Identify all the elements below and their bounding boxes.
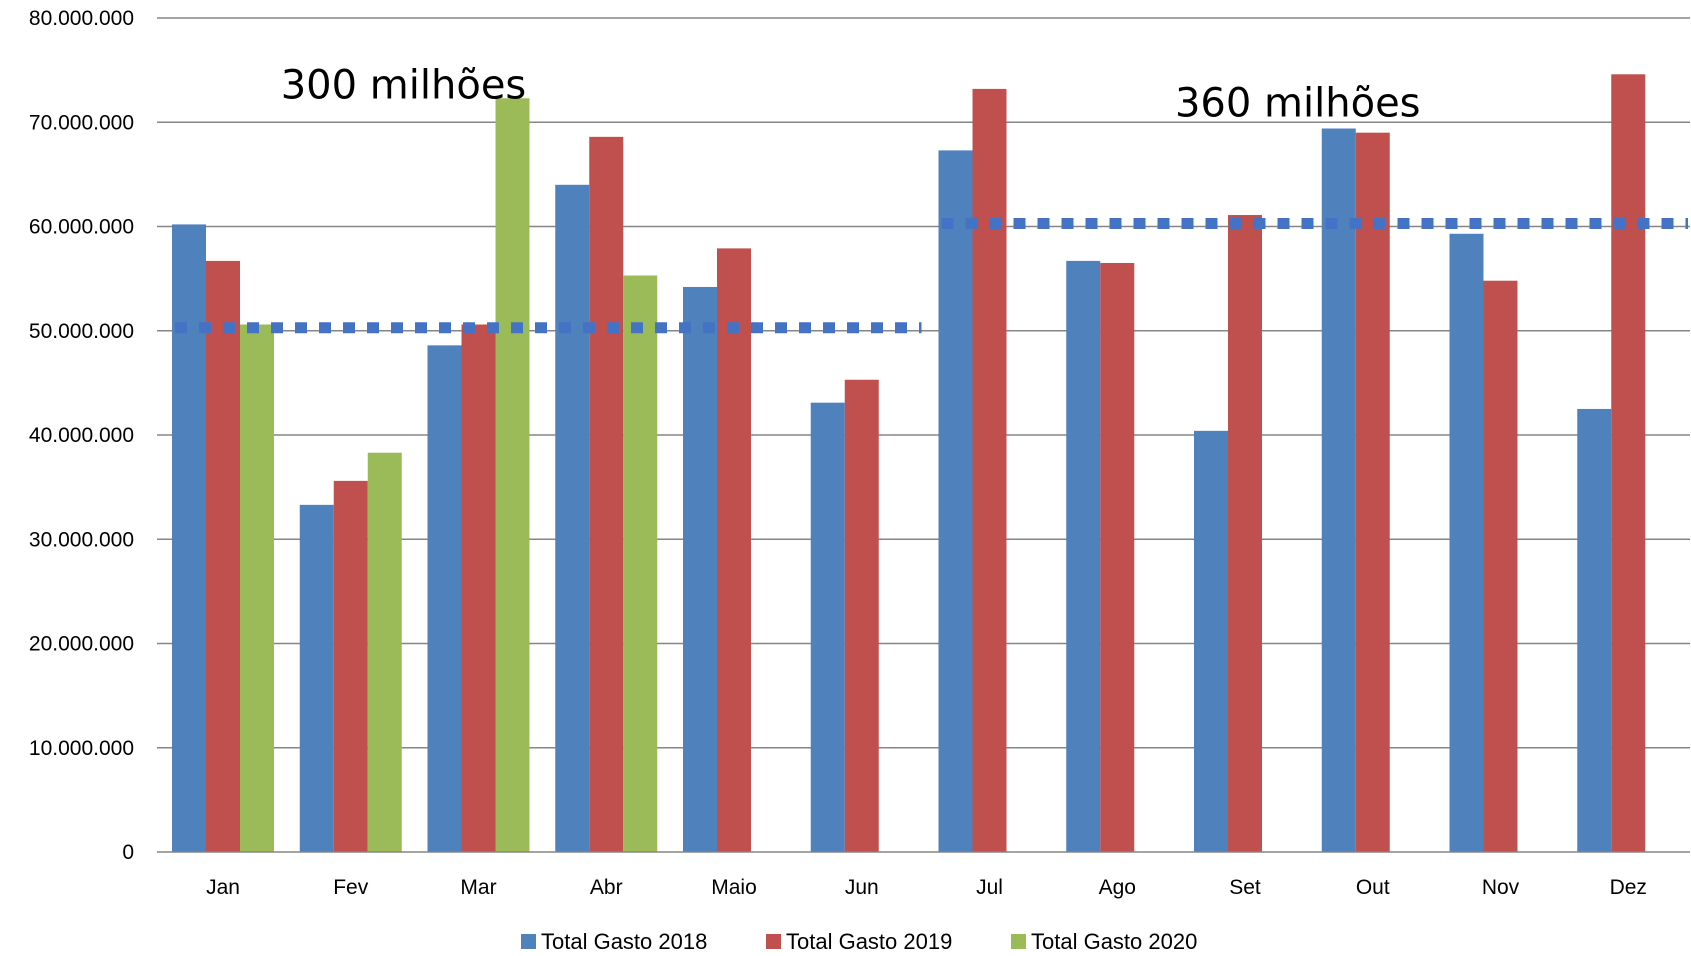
bar bbox=[810, 402, 845, 852]
legend-swatch bbox=[1011, 934, 1026, 949]
bar bbox=[333, 480, 368, 852]
bar bbox=[1100, 262, 1135, 852]
legend-swatch bbox=[521, 934, 536, 949]
bar bbox=[1577, 408, 1612, 852]
bars bbox=[172, 74, 1646, 853]
x-axis-tick-labels: Jan Fev Mar Abr Maio Jun Jul Ago Set Out Nov Dez bbox=[206, 876, 1647, 899]
y-tick-label: 50.000.000 bbox=[29, 320, 134, 343]
bar bbox=[717, 248, 751, 852]
x-tick-label: Jul bbox=[976, 876, 1003, 899]
bar bbox=[938, 150, 973, 852]
y-tick-label: 80.000.000 bbox=[29, 7, 134, 30]
bar bbox=[844, 379, 879, 852]
bar bbox=[1483, 280, 1518, 853]
y-tick-label: 30.000.000 bbox=[29, 528, 134, 551]
x-tick-label: Abr bbox=[590, 876, 623, 899]
bar bbox=[555, 184, 590, 853]
bar bbox=[683, 286, 717, 853]
x-tick-label: Jan bbox=[206, 876, 240, 899]
gridlines bbox=[157, 17, 1690, 749]
x-tick-label: Set bbox=[1229, 876, 1261, 899]
bar bbox=[972, 88, 1007, 852]
bar bbox=[367, 452, 402, 852]
annotation: 360 milhões bbox=[1175, 80, 1421, 126]
bar bbox=[1321, 128, 1356, 852]
x-tick-label: Ago bbox=[1099, 876, 1136, 899]
y-tick-label: 20.000.000 bbox=[29, 633, 134, 656]
annotations: 300 milhões 360 milhões bbox=[281, 63, 1421, 127]
x-tick-label: Nov bbox=[1482, 876, 1520, 899]
bar bbox=[1355, 132, 1390, 853]
bar bbox=[589, 136, 624, 853]
legend-label: Total Gasto 2019 bbox=[786, 929, 952, 954]
bar bbox=[1449, 233, 1484, 853]
bar bbox=[299, 504, 334, 852]
bar bbox=[1228, 215, 1262, 853]
legend-label: Total Gasto 2018 bbox=[541, 929, 707, 954]
y-tick-label: 60.000.000 bbox=[29, 216, 134, 239]
x-tick-label: Jun bbox=[845, 876, 879, 899]
bar bbox=[240, 324, 274, 852]
bar bbox=[1066, 260, 1101, 853]
reference-lines bbox=[175, 218, 1688, 334]
x-tick-label: Out bbox=[1356, 876, 1390, 899]
legend: Total Gasto 2018 Total Gasto 2019 Total Ga… bbox=[521, 929, 1197, 954]
bar bbox=[206, 260, 240, 853]
bar bbox=[495, 98, 530, 852]
x-tick-label: Fev bbox=[333, 876, 369, 899]
y-tick-label: 10.000.000 bbox=[29, 737, 134, 760]
annotation: 300 milhões bbox=[281, 63, 527, 109]
x-tick-label: Mar bbox=[460, 876, 496, 899]
y-tick-label: 70.000.000 bbox=[29, 111, 134, 134]
bar bbox=[172, 224, 206, 853]
bar bbox=[1194, 430, 1228, 852]
y-axis-tick-labels: 0 10.000.000 20.000.000 30.000.000 40.000.00… bbox=[29, 7, 134, 864]
bar bbox=[461, 324, 496, 852]
x-tick-label: Dez bbox=[1610, 876, 1647, 899]
bar bbox=[623, 275, 658, 852]
y-tick-label: 0 bbox=[122, 841, 134, 864]
y-tick-label: 40.000.000 bbox=[29, 424, 134, 447]
legend-swatch bbox=[766, 934, 781, 949]
x-tick-label: Maio bbox=[711, 876, 757, 899]
legend-label: Total Gasto 2020 bbox=[1031, 929, 1197, 954]
bar bbox=[1611, 74, 1646, 853]
bar bbox=[427, 345, 462, 852]
